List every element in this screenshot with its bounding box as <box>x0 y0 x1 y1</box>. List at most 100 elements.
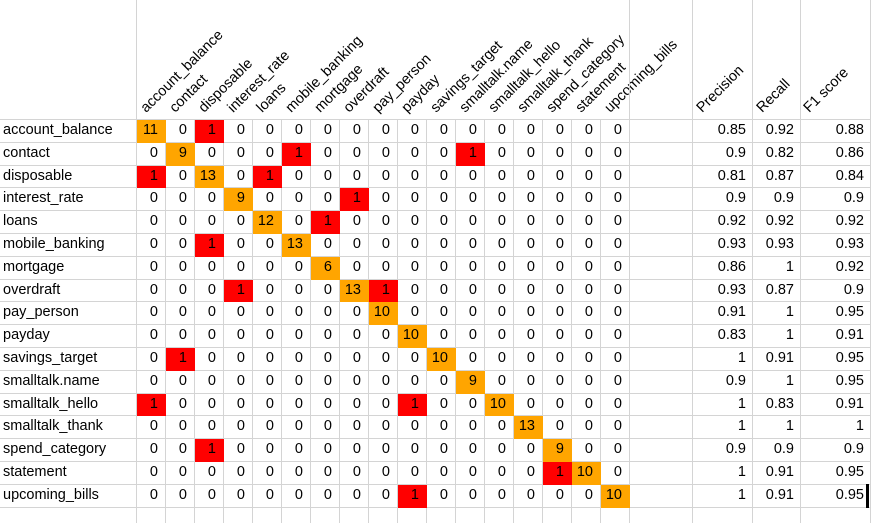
matrix-cell[interactable]: 0 <box>456 393 485 417</box>
matrix-cell[interactable]: 0 <box>282 439 311 462</box>
matrix-cell[interactable]: 10 <box>398 325 427 348</box>
recall-cell[interactable]: 1 <box>753 325 801 348</box>
row-label-smalltalk.name[interactable]: smalltalk.name <box>0 370 137 394</box>
matrix-cell[interactable]: 0 <box>398 439 427 462</box>
precision-cell[interactable]: 1 <box>693 416 753 440</box>
matrix-cell[interactable]: 0 <box>427 325 456 348</box>
matrix-cell[interactable]: 0 <box>398 461 427 485</box>
matrix-cell[interactable]: 0 <box>514 393 543 417</box>
matrix-cell[interactable]: 0 <box>601 233 630 257</box>
matrix-cell[interactable]: 0 <box>282 211 311 234</box>
matrix-cell[interactable]: 0 <box>514 120 543 143</box>
matrix-cell[interactable]: 0 <box>253 325 282 348</box>
matrix-cell[interactable]: 0 <box>485 233 514 257</box>
recall-cell[interactable]: 0.87 <box>753 165 801 189</box>
row-label-loans[interactable]: loans <box>0 211 137 234</box>
matrix-cell[interactable]: 0 <box>369 233 398 257</box>
matrix-cell[interactable]: 0 <box>282 416 311 440</box>
matrix-cell[interactable]: 0 <box>311 461 340 485</box>
empty-cell[interactable] <box>572 507 601 523</box>
matrix-cell[interactable]: 0 <box>369 439 398 462</box>
matrix-cell[interactable]: 0 <box>253 416 282 440</box>
matrix-cell[interactable]: 0 <box>514 188 543 212</box>
matrix-cell[interactable]: 0 <box>427 279 456 303</box>
matrix-cell[interactable]: 13 <box>340 279 369 303</box>
matrix-cell[interactable]: 0 <box>572 120 601 143</box>
matrix-cell[interactable]: 1 <box>166 347 195 371</box>
matrix-cell[interactable]: 0 <box>195 142 224 166</box>
f1-cell[interactable]: 0.91 <box>801 325 871 348</box>
matrix-cell[interactable]: 0 <box>224 165 253 189</box>
matrix-cell[interactable]: 0 <box>137 484 166 508</box>
row-label-contact[interactable]: contact <box>0 142 137 166</box>
matrix-cell[interactable]: 1 <box>398 393 427 417</box>
column-header-f1-score[interactable]: F1 score <box>800 64 852 116</box>
matrix-cell[interactable]: 0 <box>572 211 601 234</box>
matrix-cell[interactable]: 0 <box>253 439 282 462</box>
recall-cell[interactable]: 0.91 <box>753 347 801 371</box>
matrix-cell[interactable]: 0 <box>398 370 427 394</box>
matrix-cell[interactable]: 0 <box>514 439 543 462</box>
row-label-account_balance[interactable]: account_balance <box>0 120 137 143</box>
matrix-cell[interactable]: 0 <box>514 484 543 508</box>
matrix-cell[interactable]: 0 <box>485 416 514 440</box>
matrix-cell[interactable]: 0 <box>485 461 514 485</box>
matrix-cell[interactable]: 0 <box>427 393 456 417</box>
matrix-cell[interactable]: 0 <box>224 439 253 462</box>
empty-cell[interactable] <box>340 507 369 523</box>
matrix-cell[interactable]: 0 <box>311 347 340 371</box>
empty-cell[interactable] <box>693 507 753 523</box>
matrix-cell[interactable]: 0 <box>166 279 195 303</box>
matrix-cell[interactable]: 0 <box>369 256 398 280</box>
matrix-cell[interactable]: 0 <box>340 393 369 417</box>
matrix-cell[interactable]: 0 <box>137 211 166 234</box>
matrix-cell[interactable]: 0 <box>282 370 311 394</box>
matrix-cell[interactable]: 9 <box>166 142 195 166</box>
matrix-cell[interactable]: 0 <box>224 120 253 143</box>
matrix-cell[interactable]: 0 <box>572 439 601 462</box>
matrix-cell[interactable]: 0 <box>398 256 427 280</box>
matrix-cell[interactable]: 0 <box>514 279 543 303</box>
matrix-cell[interactable]: 0 <box>282 279 311 303</box>
matrix-cell[interactable]: 0 <box>543 279 572 303</box>
matrix-cell[interactable]: 0 <box>485 211 514 234</box>
matrix-cell[interactable]: 0 <box>601 120 630 143</box>
matrix-cell[interactable]: 0 <box>601 211 630 234</box>
matrix-cell[interactable]: 0 <box>137 142 166 166</box>
matrix-cell[interactable]: 0 <box>340 120 369 143</box>
recall-cell[interactable]: 1 <box>753 416 801 440</box>
matrix-cell[interactable]: 0 <box>514 165 543 189</box>
spacer-cell[interactable] <box>630 188 693 212</box>
row-label-smalltalk_thank[interactable]: smalltalk_thank <box>0 416 137 440</box>
matrix-cell[interactable]: 0 <box>514 325 543 348</box>
matrix-cell[interactable]: 0 <box>282 256 311 280</box>
matrix-cell[interactable]: 0 <box>224 393 253 417</box>
recall-cell[interactable]: 1 <box>753 302 801 326</box>
matrix-cell[interactable]: 0 <box>137 461 166 485</box>
matrix-cell[interactable]: 13 <box>282 233 311 257</box>
matrix-cell[interactable]: 0 <box>369 370 398 394</box>
row-label-disposable[interactable]: disposable <box>0 165 137 189</box>
matrix-cell[interactable]: 0 <box>572 233 601 257</box>
f1-cell[interactable]: 0.9 <box>801 279 871 303</box>
recall-cell[interactable]: 0.91 <box>753 461 801 485</box>
matrix-cell[interactable]: 0 <box>195 484 224 508</box>
matrix-cell[interactable]: 0 <box>427 256 456 280</box>
matrix-cell[interactable]: 1 <box>195 233 224 257</box>
precision-cell[interactable]: 0.83 <box>693 325 753 348</box>
matrix-cell[interactable]: 0 <box>485 120 514 143</box>
matrix-cell[interactable]: 0 <box>601 188 630 212</box>
matrix-cell[interactable]: 0 <box>427 302 456 326</box>
f1-cell[interactable]: 1 <box>801 416 871 440</box>
matrix-cell[interactable]: 10 <box>369 302 398 326</box>
matrix-cell[interactable]: 0 <box>601 302 630 326</box>
precision-cell[interactable]: 0.9 <box>693 188 753 212</box>
matrix-cell[interactable]: 0 <box>166 188 195 212</box>
recall-cell[interactable]: 1 <box>753 370 801 394</box>
precision-cell[interactable]: 0.93 <box>693 233 753 257</box>
matrix-cell[interactable]: 0 <box>369 461 398 485</box>
matrix-cell[interactable]: 0 <box>311 142 340 166</box>
matrix-cell[interactable]: 0 <box>253 120 282 143</box>
matrix-cell[interactable]: 0 <box>514 233 543 257</box>
matrix-cell[interactable]: 0 <box>137 370 166 394</box>
